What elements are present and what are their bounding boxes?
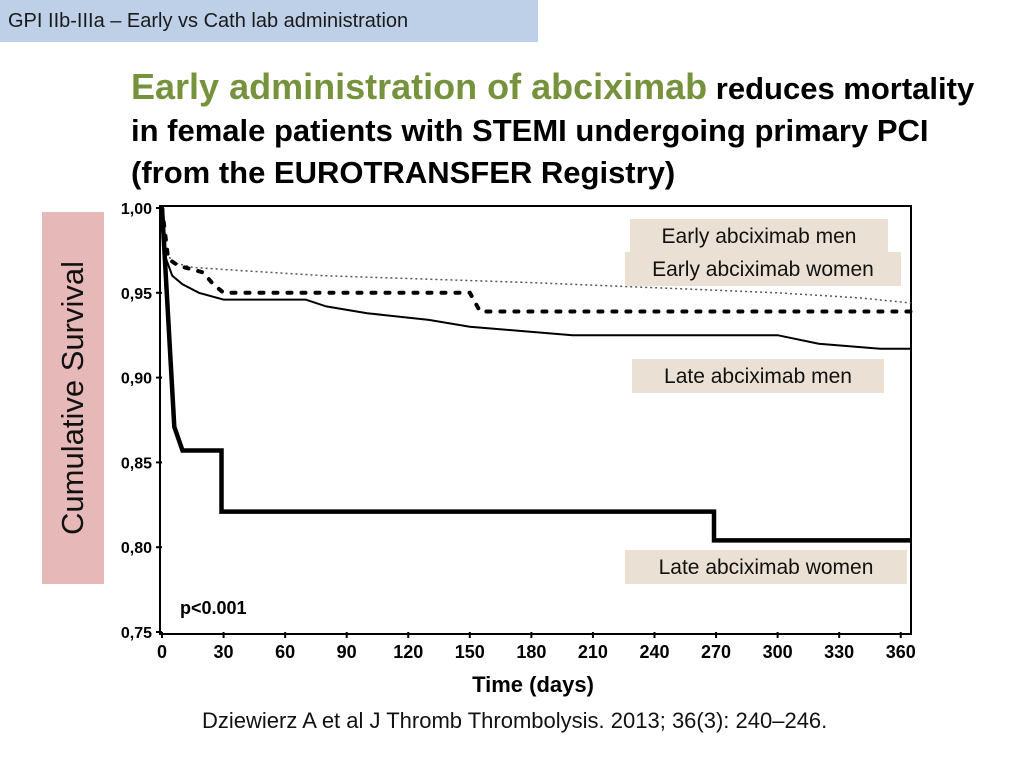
x-tick-label: 210 <box>578 642 608 662</box>
series-line-4 <box>159 207 911 543</box>
legend-label-4: Late abciximab women <box>659 556 874 579</box>
x-tick-label: 330 <box>824 642 854 662</box>
title-rest: reduces mortality in female patients wit… <box>131 71 975 190</box>
y-axis-label-box <box>42 212 104 584</box>
y-tick-label: 1,00 <box>121 201 152 218</box>
x-tick-label: 90 <box>337 642 357 662</box>
x-tick-label: 300 <box>763 642 793 662</box>
legend-box-3 <box>632 359 884 393</box>
x-tick-label: 120 <box>393 642 423 662</box>
legend-label-3: Late abciximab men <box>664 365 852 388</box>
legend-box-4 <box>625 550 907 584</box>
y-tick-label: 0,85 <box>121 455 152 472</box>
x-tick-label: 240 <box>639 642 669 662</box>
x-tick-label: 150 <box>455 642 485 662</box>
slide-title: Early administration of abciximab reduce… <box>131 66 991 194</box>
title-highlight: Early administration of abciximab <box>131 66 708 107</box>
legend-box-1 <box>630 219 888 253</box>
y-tick-label: 0,75 <box>121 625 152 642</box>
series-line-2 <box>160 206 913 314</box>
x-tick-label: 270 <box>701 642 731 662</box>
y-tick-label: 0,80 <box>121 540 152 557</box>
x-tick-label: 360 <box>886 642 916 662</box>
series-line-1 <box>161 207 912 304</box>
x-tick-label: 180 <box>516 642 546 662</box>
legend-label-1: Early abciximab men <box>662 225 857 248</box>
series-line-3 <box>161 207 911 350</box>
legend-label-2: Early abciximab women <box>652 258 874 281</box>
plot-frame <box>159 205 912 635</box>
x-tick-label: 30 <box>214 642 234 662</box>
citation: Dziewierz A et al J Thromb Thrombolysis.… <box>202 708 828 733</box>
y-tick-label: 0,95 <box>121 286 152 303</box>
x-tick-label: 0 <box>157 642 167 662</box>
y-tick-label: 0,90 <box>121 371 152 388</box>
x-tick-label: 60 <box>275 642 295 662</box>
legend-box-2 <box>625 252 901 286</box>
section-tag: GPI IIb-IIIa – Early vs Cath lab adminis… <box>0 0 538 42</box>
x-axis-label: Time (days) <box>472 672 594 697</box>
p-value-annotation: p<0.001 <box>180 598 247 618</box>
